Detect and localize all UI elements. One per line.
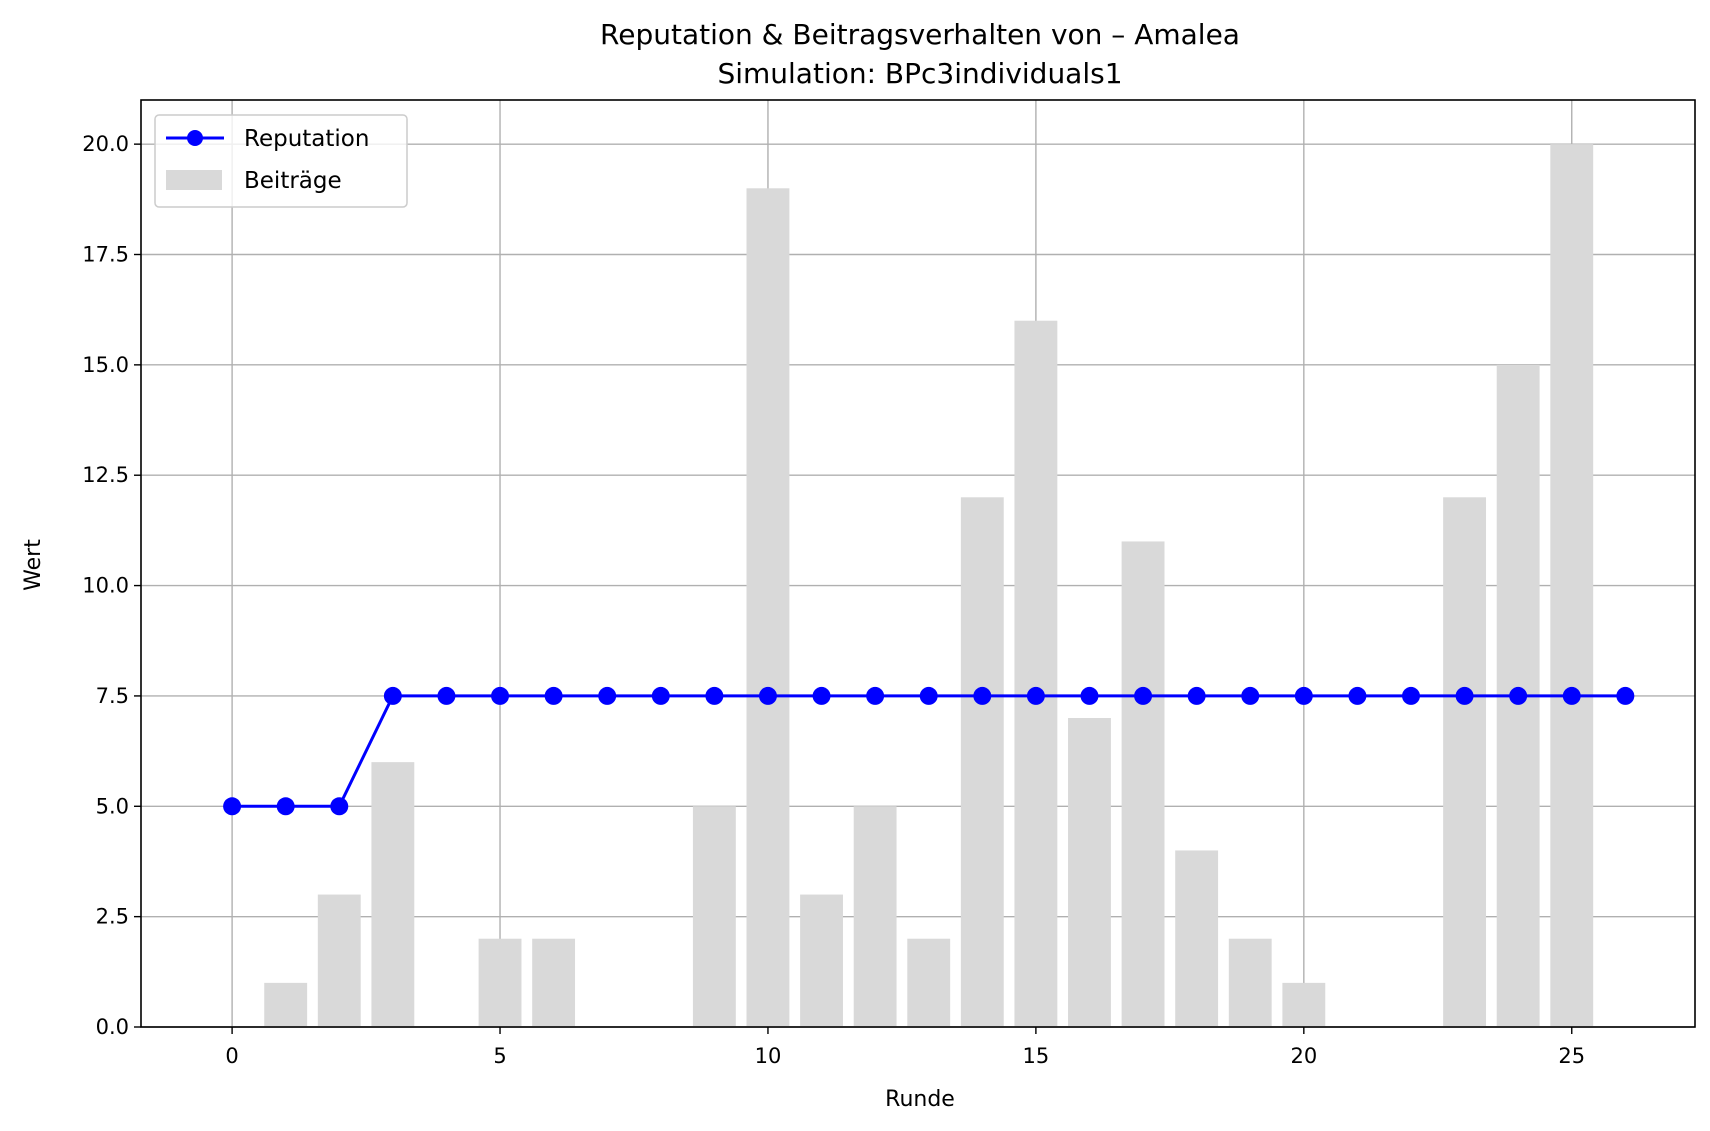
reputation-point: [1187, 686, 1206, 705]
reputation-point: [973, 686, 992, 705]
bar-beitraege: [800, 894, 843, 1027]
reputation-point: [598, 686, 617, 705]
bar-beitraege: [532, 938, 576, 1027]
reputation-point: [437, 686, 456, 705]
reputation-point: [276, 797, 295, 816]
reputation-point: [1401, 686, 1420, 705]
bar-beitraege: [907, 938, 951, 1027]
chart-subtitle: Simulation: BPc3individuals1: [717, 57, 1122, 90]
reputation-point: [1080, 686, 1099, 705]
reputation-point: [1455, 686, 1474, 705]
reputation-point: [866, 686, 885, 705]
y-tick-label: 2.5: [96, 905, 129, 929]
reputation-point: [544, 686, 563, 705]
reputation-point: [919, 686, 938, 705]
x-tick-label: 5: [493, 1044, 506, 1068]
y-tick-label: 12.5: [82, 463, 129, 487]
bar-beitraege: [1014, 320, 1058, 1027]
bar-beitraege: [853, 806, 897, 1027]
y-tick-label: 0.0: [96, 1015, 129, 1039]
reputation-point: [1134, 686, 1153, 705]
x-axis-ticks: 0 5 10 15 20 25: [225, 1027, 1585, 1068]
reputation-point: [758, 686, 777, 705]
x-tick-label: 0: [225, 1044, 238, 1068]
reputation-point: [651, 686, 670, 705]
reputation-point: [1026, 686, 1045, 705]
bar-beitraege: [1282, 982, 1326, 1027]
reputation-point: [1241, 686, 1260, 705]
bar-beitraege: [317, 894, 361, 1027]
reputation-points: [223, 686, 1635, 816]
reputation-point: [1509, 686, 1528, 705]
legend-beitraege-swatch: [166, 170, 222, 190]
x-tick-label: 20: [1290, 1044, 1317, 1068]
bar-beitraege: [1068, 718, 1111, 1027]
reputation-point: [1294, 686, 1313, 705]
reputation-point: [1562, 686, 1581, 705]
bar-beitraege: [478, 938, 522, 1027]
y-axis-label: Wert: [21, 539, 46, 591]
y-tick-label: 17.5: [82, 243, 129, 267]
bar-beitraege: [1228, 938, 1272, 1027]
reputation-point: [383, 686, 402, 705]
x-axis-label: Runde: [885, 1087, 955, 1112]
x-tick-label: 10: [755, 1044, 782, 1068]
reputation-point: [1348, 686, 1367, 705]
x-tick-label: 25: [1558, 1044, 1585, 1068]
bar-beitraege: [371, 762, 415, 1027]
bar-beitraege: [1175, 850, 1219, 1027]
bar-beitraege: [692, 806, 736, 1027]
bar-beitraege: [746, 188, 790, 1028]
y-tick-label: 15.0: [82, 353, 129, 377]
y-tick-label: 20.0: [82, 132, 129, 156]
y-tick-label: 7.5: [96, 684, 129, 708]
chart-title: Reputation & Beitragsverhalten von – Ama…: [600, 18, 1240, 51]
y-tick-label: 5.0: [96, 794, 129, 818]
x-tick-label: 15: [1023, 1044, 1050, 1068]
reputation-point: [1616, 686, 1635, 705]
reputation-point: [223, 797, 242, 816]
reputation-point: [812, 686, 831, 705]
bar-beitraege: [1121, 541, 1165, 1027]
bar-beitraege: [960, 497, 1004, 1027]
bar-beitraege: [1443, 497, 1487, 1027]
y-axis-ticks: 0.0 2.5 5.0 7.5 10.0 12.5 15.0 17.5 20.0: [82, 132, 141, 1039]
plot-area: [140, 99, 1696, 1028]
legend-reputation-marker: [187, 130, 203, 146]
bar-beitraege: [1550, 144, 1594, 1028]
legend-beitraege-label: Beiträge: [244, 168, 342, 194]
reputation-point: [705, 686, 724, 705]
reputation-point: [330, 797, 349, 816]
legend: Reputation Beiträge: [154, 114, 408, 208]
legend-reputation-label: Reputation: [244, 126, 369, 152]
y-tick-label: 10.0: [82, 574, 129, 598]
reputation-point: [491, 686, 510, 705]
bar-beitraege: [264, 982, 308, 1027]
